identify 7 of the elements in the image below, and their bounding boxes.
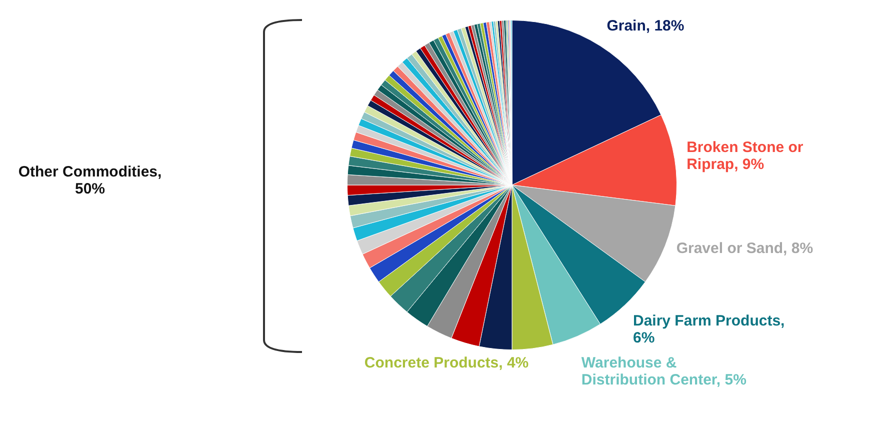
slice-label: Warehouse & Distribution Center, 5%: [581, 354, 746, 388]
slice-label: Broken Stone or Riprap, 9%: [686, 138, 804, 173]
slice-label: Grain, 18%: [606, 17, 684, 34]
slice-label: Concrete Products, 4%: [364, 354, 529, 372]
text: Other Commodities, 50%: [18, 164, 162, 198]
slice-label: Dairy Farm Products, 6%: [632, 312, 785, 346]
slice-label: Gravel or Sand, 8%: [676, 240, 814, 258]
